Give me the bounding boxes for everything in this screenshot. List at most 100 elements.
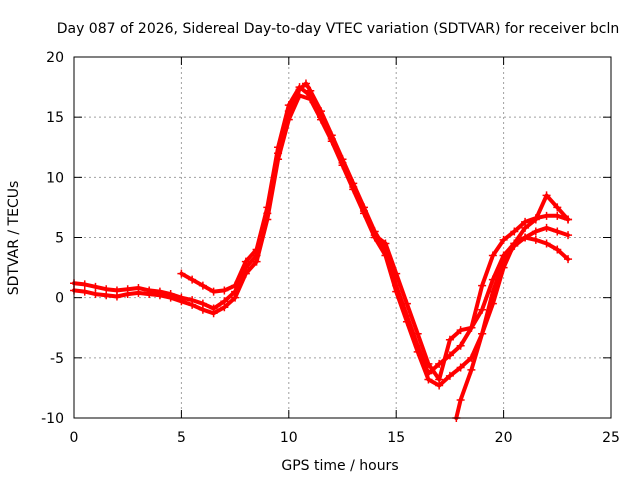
- data-point: [263, 203, 272, 212]
- data-point: [177, 269, 186, 278]
- data-point: [102, 291, 111, 300]
- data-point: [542, 223, 551, 232]
- x-tick-label: 10: [280, 430, 298, 446]
- data-point: [349, 182, 358, 191]
- data-point: [295, 83, 304, 92]
- data-point: [198, 305, 207, 314]
- series-line-track-2: [72, 93, 570, 388]
- data-point: [306, 91, 315, 100]
- data-point: [188, 300, 197, 309]
- data-point: [553, 227, 562, 236]
- data-point: [510, 239, 519, 248]
- x-tick-label: 20: [495, 430, 513, 446]
- data-point: [252, 257, 261, 266]
- data-point: [220, 303, 229, 312]
- data-point: [252, 245, 261, 254]
- data-point: [521, 223, 530, 232]
- data-point: [80, 287, 89, 296]
- data-point: [435, 375, 444, 384]
- data-point: [123, 290, 132, 299]
- data-point: [499, 263, 508, 272]
- x-tick-label: 5: [177, 430, 186, 446]
- y-tick-label: 20: [46, 50, 64, 66]
- data-point: [327, 134, 336, 143]
- data-point: [499, 251, 508, 260]
- data-point: [564, 215, 573, 224]
- data-point: [392, 287, 401, 296]
- y-tick-label: -5: [50, 351, 64, 367]
- data-point: [241, 269, 250, 278]
- data-point: [155, 291, 164, 300]
- data-point: [338, 158, 347, 167]
- data-point: [499, 235, 508, 244]
- data-point: [231, 281, 240, 290]
- data-point: [542, 239, 551, 248]
- y-axis-title: SDTVAR / TECUs: [6, 181, 22, 296]
- y-tick-label: 10: [46, 170, 64, 186]
- data-point: [564, 255, 573, 264]
- data-point: [531, 215, 540, 224]
- data-point: [456, 395, 465, 404]
- data-point: [198, 281, 207, 290]
- data-point: [478, 329, 487, 338]
- data-point: [542, 211, 551, 220]
- y-tick-label: -10: [41, 411, 64, 427]
- x-tick-label: 15: [387, 430, 405, 446]
- data-point: [467, 365, 476, 374]
- x-axis-title: GPS time / hours: [281, 458, 398, 474]
- data-point: [220, 286, 229, 295]
- data-point: [553, 211, 562, 220]
- data-point: [301, 79, 310, 88]
- data-point: [381, 239, 390, 248]
- data-point: [531, 227, 540, 236]
- y-tick-label: 15: [46, 110, 64, 126]
- data-point: [478, 281, 487, 290]
- data-point: [553, 245, 562, 254]
- data-point: [274, 143, 283, 152]
- data-point: [241, 257, 250, 266]
- data-point: [392, 269, 401, 278]
- data-point: [112, 292, 121, 301]
- data-point: [284, 101, 293, 110]
- data-point: [402, 299, 411, 308]
- data-point: [80, 280, 89, 289]
- data-point: [134, 288, 143, 297]
- data-point: [317, 113, 326, 122]
- series-line-track-1: [72, 81, 570, 376]
- data-point: [521, 233, 530, 242]
- data-point: [91, 282, 100, 291]
- data-point: [231, 293, 240, 302]
- data-point: [488, 251, 497, 260]
- data-point: [445, 371, 454, 380]
- data-point: [424, 375, 433, 384]
- data-point: [456, 341, 465, 350]
- data-point: [413, 347, 422, 356]
- data-point: [531, 235, 540, 244]
- axis-ticks: 0 5 10 15 20 25 -10 -5 0 5 10 15 20: [41, 50, 620, 446]
- data-point: [424, 359, 433, 368]
- data-point: [510, 227, 519, 236]
- y-tick-label: 0: [55, 291, 64, 307]
- data-point: [359, 207, 368, 216]
- x-tick-label: 25: [602, 430, 620, 446]
- x-tick-label: 0: [70, 430, 79, 446]
- data-series: [70, 79, 573, 422]
- data-point: [542, 191, 551, 200]
- data-point: [445, 335, 454, 344]
- data-point: [478, 305, 487, 314]
- data-point: [209, 287, 218, 296]
- data-point: [370, 231, 379, 240]
- data-point: [564, 231, 573, 240]
- data-point: [91, 290, 100, 299]
- data-point: [488, 275, 497, 284]
- data-point: [456, 363, 465, 372]
- data-point: [413, 329, 422, 338]
- data-point: [295, 91, 304, 100]
- chart-title: Day 087 of 2026, Sidereal Day-to-day VTE…: [57, 21, 620, 37]
- data-point: [209, 309, 218, 318]
- data-point: [177, 297, 186, 306]
- data-point: [188, 275, 197, 284]
- data-point: [488, 299, 497, 308]
- data-point: [402, 317, 411, 326]
